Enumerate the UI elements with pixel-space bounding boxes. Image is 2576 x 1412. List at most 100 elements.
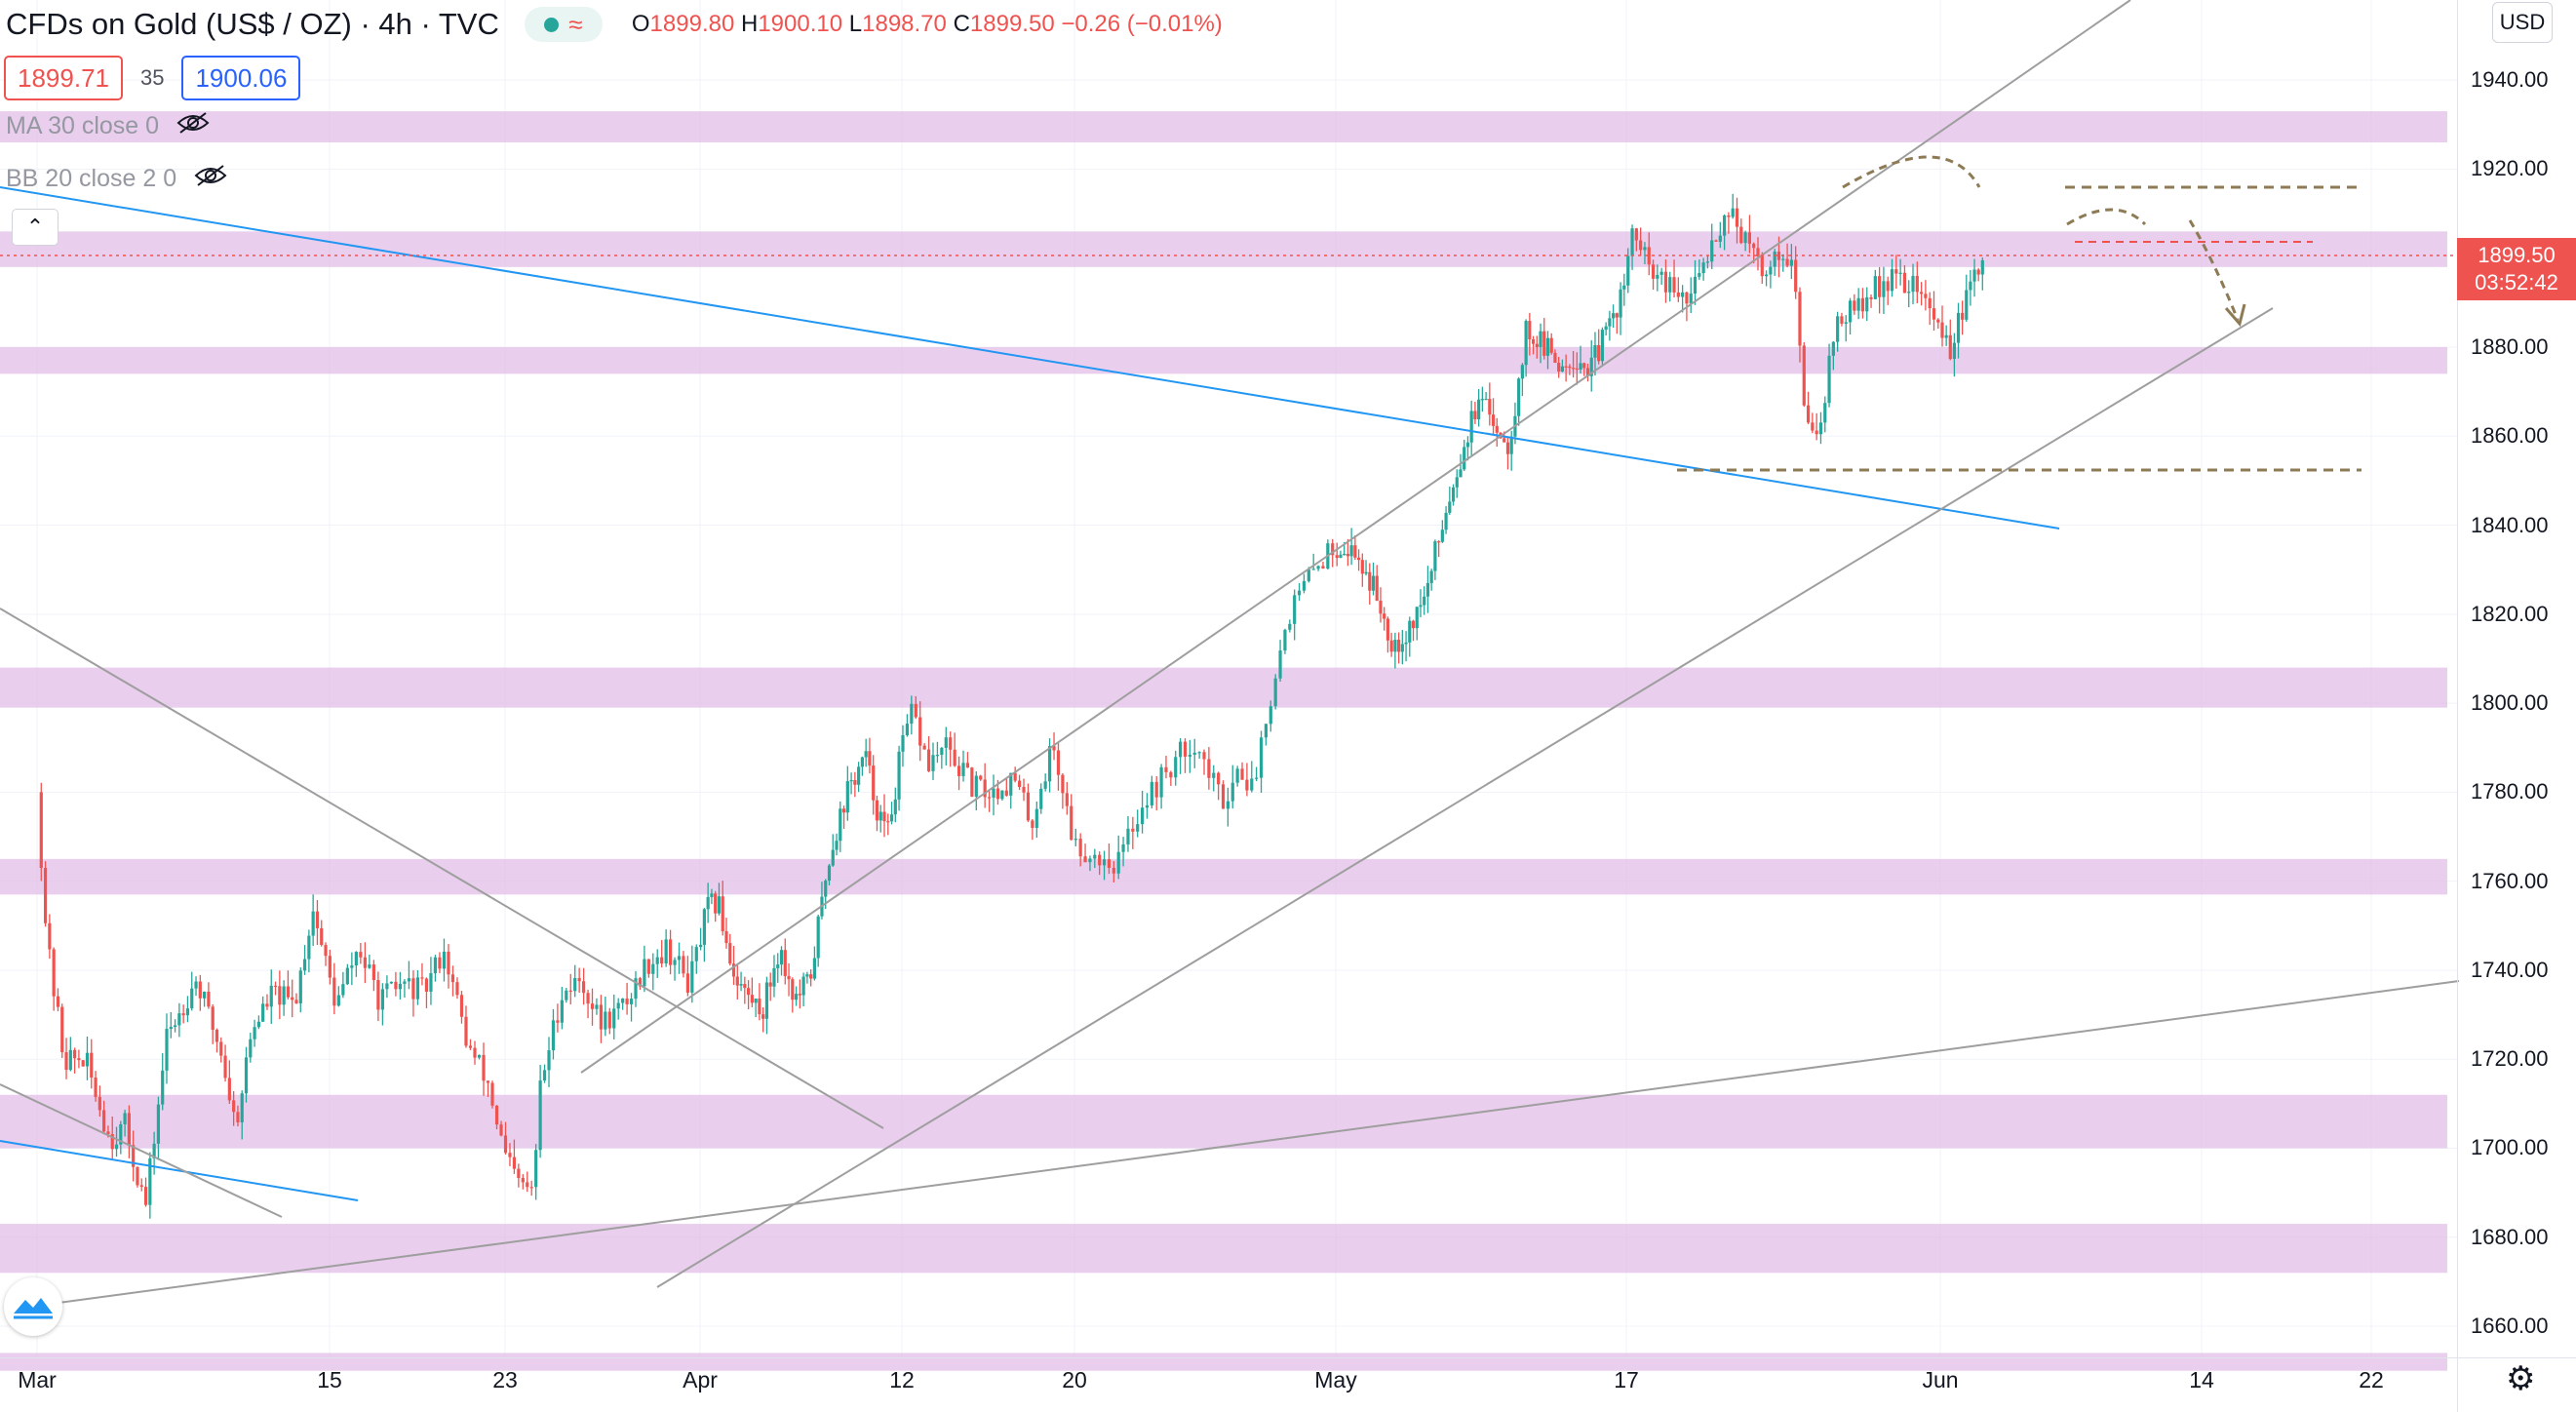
candle — [839, 801, 842, 852]
candle — [914, 695, 917, 720]
arrow-head — [2224, 303, 2246, 328]
candle — [194, 976, 198, 997]
candle — [1339, 550, 1343, 559]
candle — [776, 953, 780, 983]
tradingview-logo[interactable] — [4, 1277, 62, 1336]
candle — [114, 1126, 119, 1157]
candle — [1444, 506, 1448, 534]
candle — [1259, 730, 1264, 794]
price-axis-label: 1660.00 — [2471, 1314, 2549, 1339]
candle — [1597, 329, 1601, 365]
candle — [621, 998, 625, 1010]
candle — [1656, 264, 1659, 292]
candle — [801, 972, 805, 1006]
candle — [1321, 561, 1325, 569]
candle — [889, 802, 894, 825]
candle — [119, 1120, 123, 1155]
candle — [1647, 232, 1651, 276]
gray-descending-line-short — [0, 1083, 283, 1218]
candle — [1202, 749, 1206, 775]
candle — [1264, 724, 1268, 746]
candle — [1349, 528, 1353, 566]
candle — [1386, 616, 1390, 653]
symbol-title[interactable]: CFDs on Gold (US$ / OZ) · 4h · TVC — [6, 7, 499, 41]
candle — [1531, 335, 1536, 355]
indicator-bb[interactable]: BB 20 close 2 0 — [6, 164, 227, 194]
candle — [1459, 453, 1463, 478]
candle — [983, 763, 987, 808]
candle — [910, 695, 914, 735]
candle — [1235, 765, 1239, 787]
candle — [1615, 312, 1619, 334]
time-axis-label: 14 — [2189, 1367, 2214, 1392]
candle — [1911, 263, 1915, 305]
candle — [926, 735, 931, 772]
candle — [1940, 305, 1944, 347]
candle — [1785, 243, 1789, 268]
candle — [315, 900, 320, 946]
candle — [643, 945, 646, 993]
candle — [1437, 540, 1441, 558]
candle — [1630, 224, 1634, 270]
candle — [1612, 304, 1616, 329]
candle — [538, 1065, 542, 1158]
candle — [1585, 363, 1590, 382]
candle — [746, 980, 751, 1010]
candle — [565, 988, 568, 1003]
buy-price-button[interactable]: 1900.06 — [181, 56, 301, 100]
candle — [1126, 815, 1130, 852]
candle — [599, 995, 604, 1043]
candle — [269, 969, 273, 1024]
indicator-ma[interactable]: MA 30 close 0 — [6, 111, 210, 141]
annotations — [1677, 155, 2361, 472]
price-zone — [0, 1224, 2447, 1274]
candle — [249, 1033, 253, 1063]
candle — [368, 954, 371, 969]
eye-hidden-icon[interactable] — [176, 111, 210, 141]
candle — [1840, 312, 1844, 327]
candle — [1693, 259, 1698, 305]
candle — [582, 967, 586, 1005]
price-change: −0.26 (−0.01%) — [1061, 11, 1223, 37]
candle — [1477, 388, 1481, 427]
price-zone — [0, 346, 2447, 374]
candle — [1789, 244, 1793, 280]
candle — [1073, 828, 1077, 846]
candle — [577, 967, 581, 993]
candle — [1192, 738, 1196, 768]
candle — [809, 969, 813, 987]
candle — [1731, 193, 1735, 219]
candle — [261, 996, 265, 1022]
candle — [542, 1064, 547, 1083]
candle — [853, 771, 857, 798]
eye-hidden-icon[interactable] — [194, 164, 227, 194]
candle — [1031, 818, 1034, 841]
candle — [1811, 412, 1815, 434]
candle — [965, 752, 970, 768]
currency-button[interactable]: USD — [2492, 2, 2553, 43]
candle — [139, 1178, 143, 1192]
market-status-pill[interactable]: ≈ — [524, 7, 603, 42]
candle — [1188, 739, 1191, 773]
candle — [1404, 631, 1408, 662]
candle — [1408, 616, 1412, 657]
time-axis-label: 17 — [1614, 1367, 1639, 1392]
candle — [1145, 793, 1150, 819]
spread-value: 35 — [139, 65, 165, 90]
candle — [181, 1004, 185, 1024]
candle — [1689, 277, 1693, 313]
candle — [690, 945, 694, 1003]
candle — [415, 969, 420, 1005]
chart-settings-gear-icon[interactable]: ⚙ — [2506, 1360, 2536, 1397]
candle — [1245, 763, 1249, 797]
candle — [1626, 248, 1630, 294]
collapse-legend-button[interactable]: ⌃ — [12, 209, 59, 246]
sell-price-button[interactable]: 1899.71 — [4, 56, 123, 100]
bar-countdown: 03:52:42 — [2475, 270, 2558, 294]
price-axis-label: 1800.00 — [2471, 690, 2549, 716]
candle — [1622, 273, 1626, 306]
candle — [143, 1177, 148, 1207]
candle — [1806, 391, 1811, 424]
candle — [1564, 354, 1568, 382]
